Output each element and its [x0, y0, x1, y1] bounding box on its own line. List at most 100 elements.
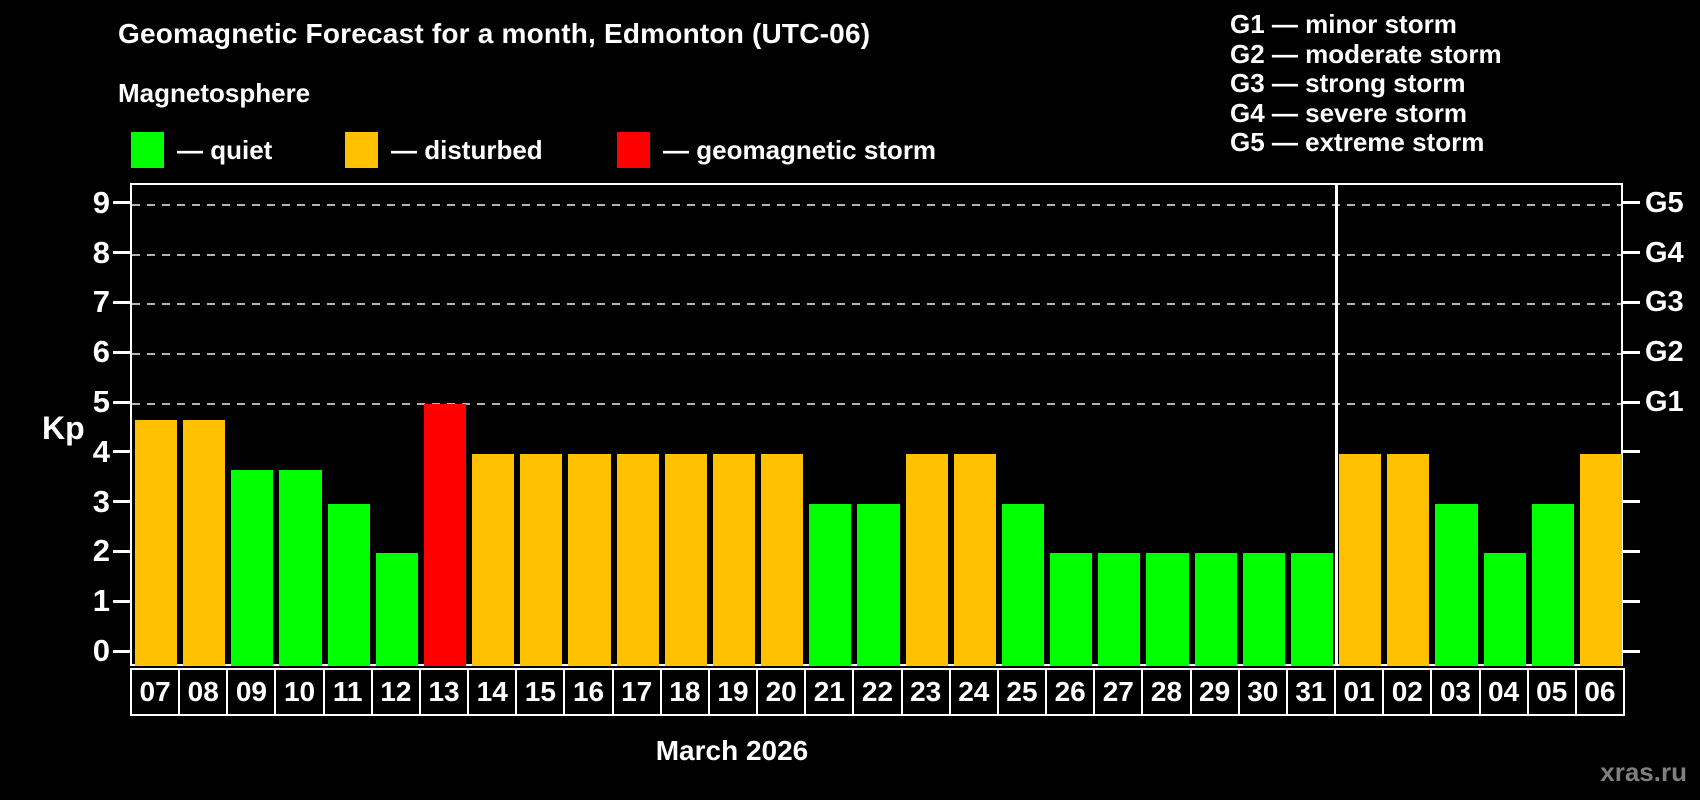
y-tick-left-8 — [113, 251, 130, 255]
kp-bar-18 — [664, 453, 707, 666]
date-cell-21: 21 — [804, 668, 855, 716]
gridline-kp7 — [132, 303, 1621, 306]
date-cell-30: 30 — [1237, 668, 1288, 716]
y-tick-right-7 — [1623, 300, 1640, 304]
kp-bar-25 — [1001, 503, 1045, 666]
date-cell-16: 16 — [563, 668, 614, 716]
legend-label-disturbed: — disturbed — [391, 134, 543, 165]
y-tick-label-9: 9 — [92, 184, 110, 220]
date-cell-06: 06 — [1574, 668, 1625, 716]
date-cell-20: 20 — [756, 668, 807, 716]
date-cell-19: 19 — [707, 668, 759, 716]
kp-bar-03 — [1435, 503, 1478, 666]
date-cell-05: 05 — [1526, 668, 1577, 716]
date-cell-31: 31 — [1285, 668, 1337, 716]
g-label-G1: G1 — [1645, 386, 1684, 418]
disturbed-color-swatch — [345, 132, 378, 168]
date-cell-23: 23 — [900, 668, 951, 716]
kp-bar-12 — [375, 553, 418, 666]
storm-scale-legend: G1 — minor storm G2 — moderate storm G3 — … — [1230, 9, 1502, 158]
y-tick-right-4 — [1623, 450, 1640, 454]
kp-bar-04 — [1483, 553, 1526, 666]
y-tick-label-3: 3 — [92, 483, 110, 519]
legend-item-quiet: — quiet — [131, 130, 272, 170]
date-cell-13: 13 — [418, 668, 470, 716]
x-axis-label: March 2026 — [655, 735, 809, 766]
kp-bar-17 — [616, 453, 659, 666]
legend-label-quiet: — quiet — [177, 134, 273, 165]
g-label-G3: G3 — [1645, 286, 1684, 319]
date-cell-08: 08 — [178, 668, 229, 716]
legend-label-storm: — geomagnetic storm — [663, 134, 937, 165]
y-tick-label-5: 5 — [92, 384, 110, 419]
kp-bar-chart — [130, 183, 1623, 666]
month-divider-line — [1334, 185, 1338, 664]
storm-scale-item: G3 — strong storm — [1230, 68, 1466, 98]
gridline-kp5 — [132, 403, 1621, 405]
kp-bar-20 — [761, 453, 804, 666]
y-tick-left-7 — [113, 300, 130, 304]
date-cell-26: 26 — [1045, 668, 1096, 716]
y-tick-right-8 — [1623, 251, 1640, 255]
y-tick-right-1 — [1623, 599, 1640, 603]
date-cell-17: 17 — [611, 668, 662, 716]
kp-bar-10 — [279, 470, 322, 666]
date-cell-12: 12 — [370, 668, 421, 716]
y-tick-right-3 — [1623, 500, 1640, 504]
kp-bar-01 — [1339, 453, 1382, 666]
y-tick-left-1 — [113, 599, 130, 603]
kp-bar-30 — [1242, 553, 1285, 666]
kp-bar-02 — [1387, 453, 1430, 666]
y-tick-right-0 — [1623, 649, 1640, 653]
date-cell-24: 24 — [948, 668, 999, 716]
storm-scale-item: G4 — severe storm — [1230, 97, 1468, 128]
storm-color-swatch — [617, 132, 650, 168]
date-cell-18: 18 — [659, 668, 710, 716]
kp-bar-26 — [1050, 553, 1093, 666]
quiet-color-swatch — [131, 132, 164, 168]
gridline-kp6 — [132, 353, 1621, 356]
legend-item-disturbed: — disturbed — [345, 130, 543, 170]
date-cell-28: 28 — [1141, 668, 1192, 716]
date-cell-27: 27 — [1093, 668, 1144, 716]
y-tick-left-9 — [113, 201, 130, 205]
date-cell-03: 03 — [1430, 668, 1481, 716]
g-label-G4: G4 — [1645, 236, 1684, 269]
gridline-kp9 — [132, 203, 1621, 206]
date-cell-11: 11 — [322, 668, 373, 716]
g-label-G5: G5 — [1645, 186, 1684, 219]
y-tick-right-9 — [1623, 201, 1640, 205]
y-tick-label-2: 2 — [92, 533, 110, 569]
kp-bar-07 — [135, 420, 178, 666]
y-tick-left-2 — [113, 549, 130, 553]
kp-bar-29 — [1194, 553, 1237, 666]
y-tick-right-2 — [1623, 549, 1640, 553]
legend-item-storm: — geomagnetic storm — [617, 130, 936, 170]
date-cell-07: 07 — [130, 668, 181, 716]
date-cell-09: 09 — [226, 668, 277, 716]
kp-bar-06 — [1579, 453, 1622, 666]
kp-bar-13 — [423, 404, 467, 666]
kp-bar-27 — [1098, 553, 1141, 666]
date-cell-22: 22 — [852, 668, 903, 716]
y-tick-left-3 — [113, 500, 130, 504]
kp-bar-16 — [568, 453, 611, 666]
date-cell-14: 14 — [467, 668, 518, 716]
y-tick-label-8: 8 — [92, 234, 110, 270]
storm-scale-item: G5 — extreme storm — [1230, 127, 1485, 157]
y-tick-label-1: 1 — [92, 583, 110, 619]
date-cell-02: 02 — [1382, 668, 1433, 716]
date-cell-29: 29 — [1189, 668, 1240, 716]
kp-bar-08 — [183, 420, 226, 666]
y-tick-left-4 — [113, 450, 130, 454]
y-tick-label-0: 0 — [92, 633, 110, 668]
kp-bar-14 — [472, 453, 515, 666]
watermark: xras.ru — [1600, 757, 1687, 787]
date-cell-25: 25 — [996, 668, 1048, 716]
chart-title: Geomagnetic Forecast for a month, Edmont… — [118, 18, 871, 49]
kp-bar-09 — [231, 470, 274, 666]
date-cell-10: 10 — [274, 668, 325, 716]
y-tick-right-5 — [1623, 400, 1640, 404]
y-tick-label-4: 4 — [92, 433, 110, 469]
